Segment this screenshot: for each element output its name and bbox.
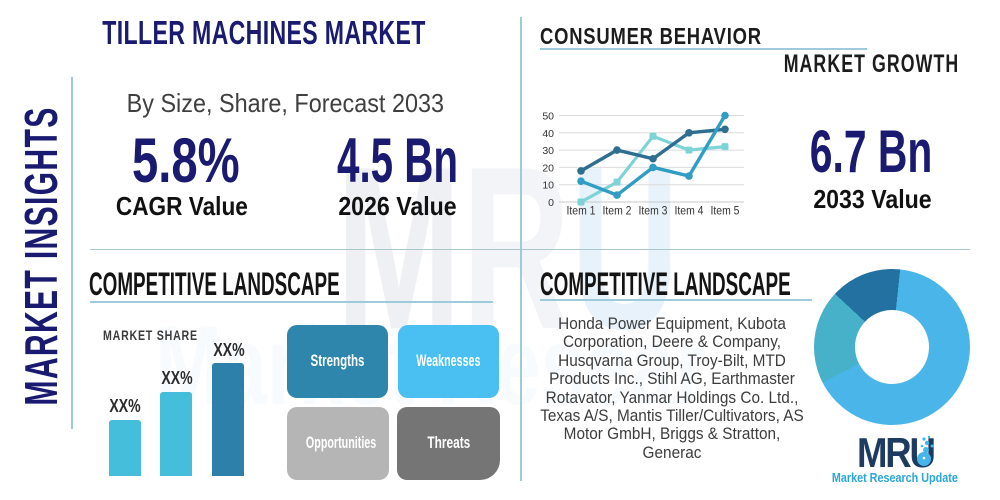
svg-text:Item 4: Item 4 xyxy=(675,204,704,218)
svg-text:10: 10 xyxy=(542,180,554,192)
svg-text:Item 2: Item 2 xyxy=(603,204,632,218)
svg-text:Item 5: Item 5 xyxy=(711,204,740,218)
svg-text:0: 0 xyxy=(548,197,554,209)
svg-text:Item 3: Item 3 xyxy=(639,204,668,218)
svg-text:40: 40 xyxy=(542,128,554,140)
svg-text:30: 30 xyxy=(542,145,554,157)
svg-text:20: 20 xyxy=(542,162,554,174)
svg-text:Item 1: Item 1 xyxy=(567,204,596,218)
svg-text:50: 50 xyxy=(542,111,554,123)
